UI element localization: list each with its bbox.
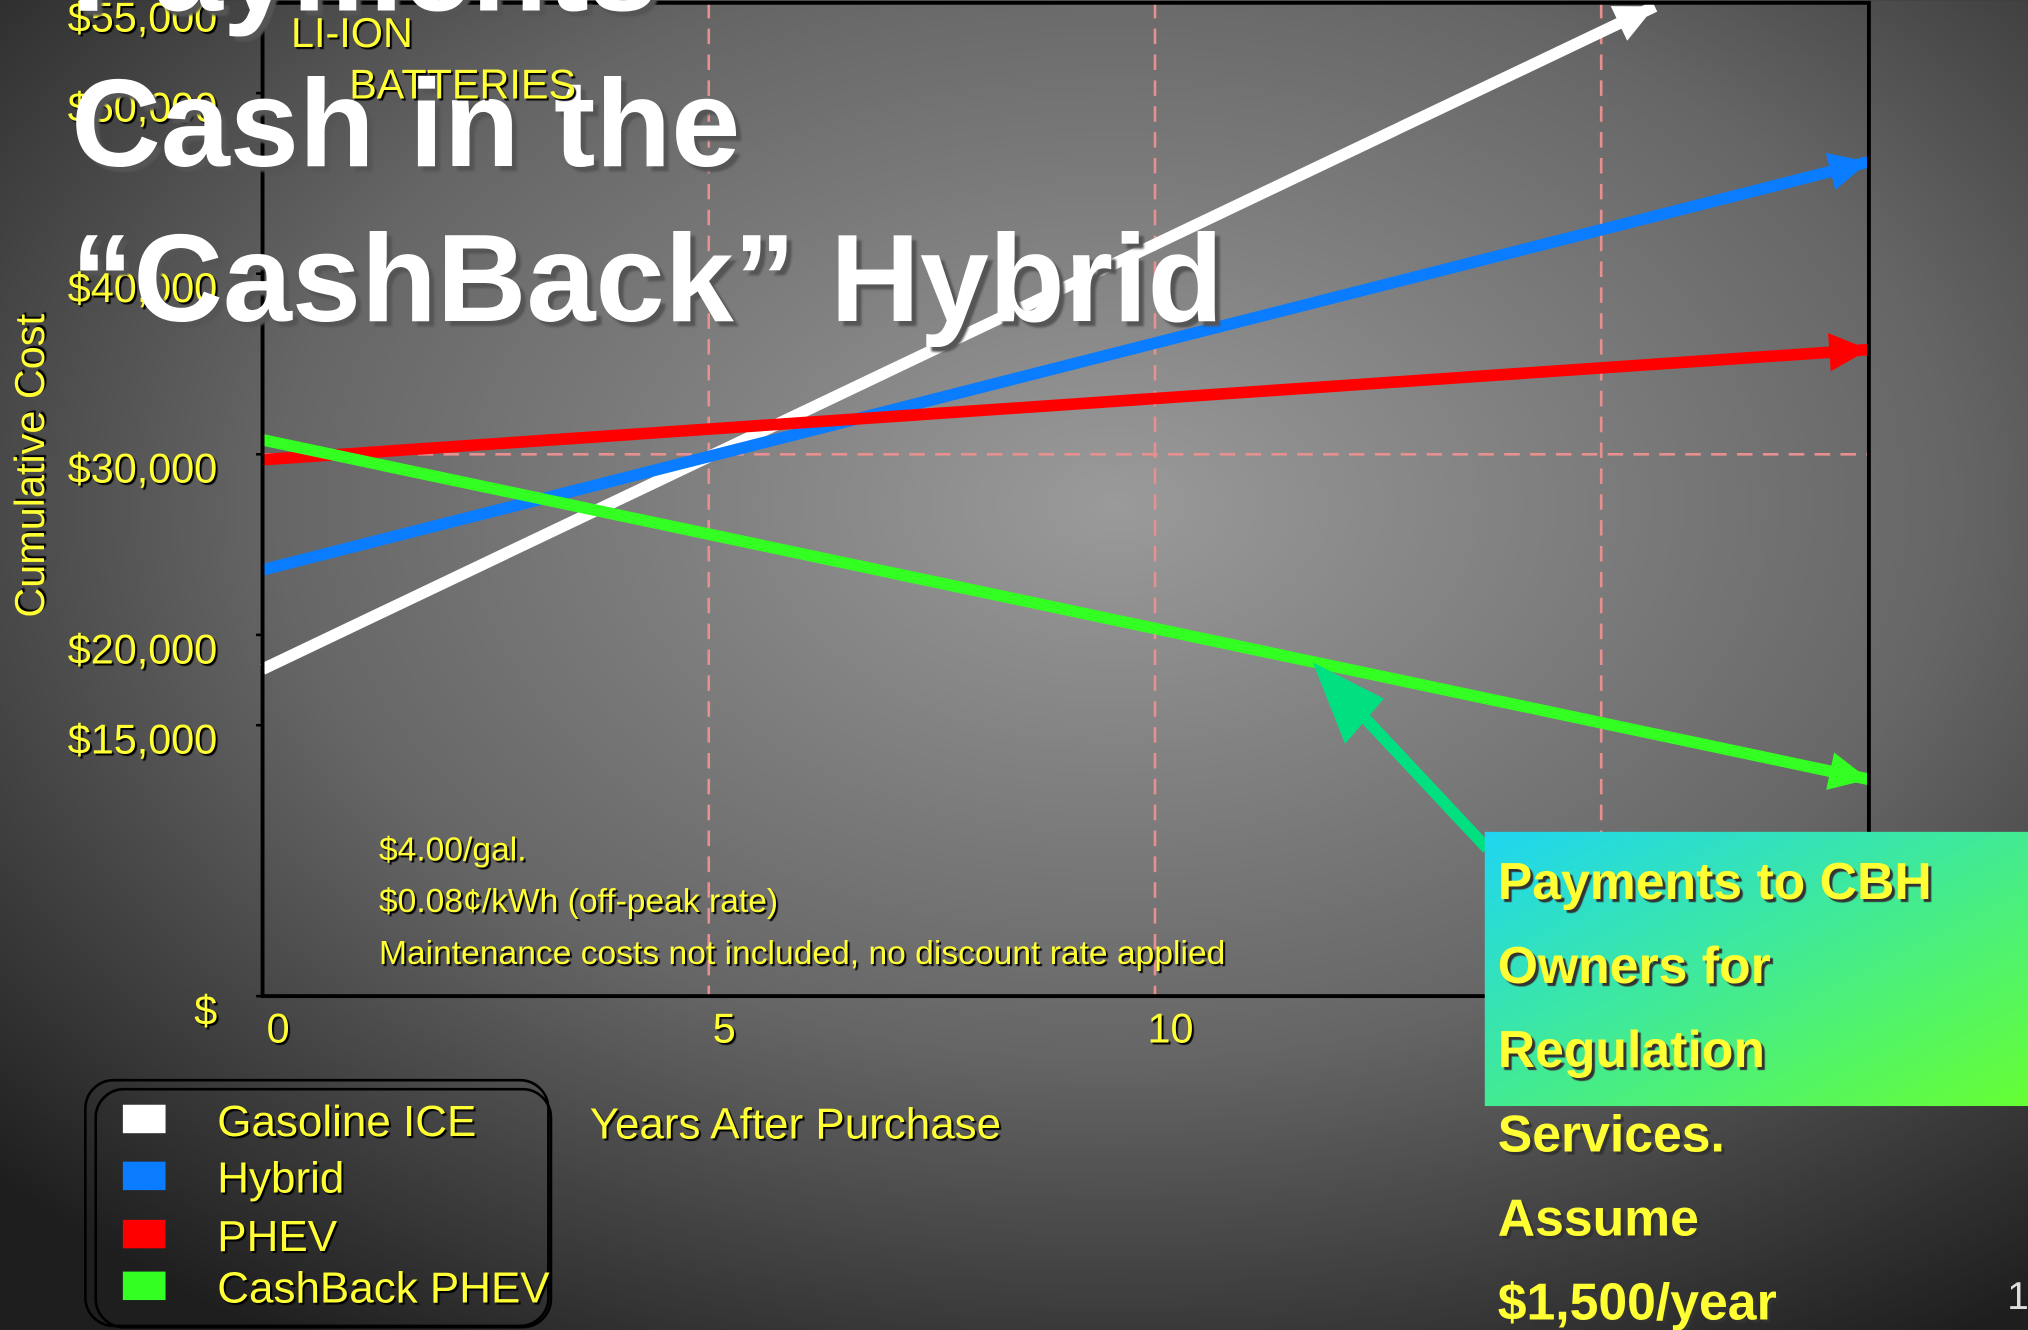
callout-text: Assume	[1498, 1188, 1699, 1246]
legend-swatch	[123, 1272, 166, 1300]
legend-swatch	[123, 1162, 166, 1190]
callout-text: Owners for	[1498, 936, 1771, 994]
legend-swatch	[123, 1105, 166, 1133]
legend-label: PHEV	[217, 1212, 337, 1261]
legend-label: Gasoline ICE	[217, 1097, 476, 1146]
x-tick-label: 5	[713, 1006, 736, 1052]
note: $0.08¢/kWh (off-peak rate)	[379, 883, 778, 920]
callout-text: Services.	[1498, 1104, 1725, 1162]
callout-text: Regulation	[1498, 1020, 1765, 1078]
title-line: “CashBack” Hybrid	[71, 210, 1223, 348]
callout-text: Payments to CBH	[1498, 852, 1932, 910]
annotation: LI-ION	[291, 10, 413, 56]
page-number: 1	[2007, 1275, 2028, 1318]
y-tick-label: $15,000	[68, 717, 218, 763]
legend-swatch	[123, 1220, 166, 1248]
slide: 051015$$15,000$20,000$30,000$40,000$50,0…	[0, 0, 2028, 1330]
x-tick-label: 10	[1147, 1006, 1193, 1052]
y-axis-label: Cumulative Cost	[7, 314, 53, 618]
y-tick-label: $30,000	[68, 446, 218, 492]
y-tick-label: $	[194, 988, 217, 1034]
note: $4.00/gal.	[379, 831, 527, 868]
x-axis-label: Years After Purchase	[590, 1099, 1001, 1148]
legend-label: Hybrid	[217, 1154, 344, 1203]
y-tick-label: $20,000	[68, 626, 218, 672]
annotation: BATTERIES	[349, 62, 576, 108]
x-tick-label: 0	[267, 1006, 290, 1052]
callout-text: $1,500/year	[1498, 1272, 1777, 1330]
note: Maintenance costs not included, no disco…	[379, 935, 1225, 972]
legend-label: CashBack PHEV	[217, 1264, 550, 1313]
